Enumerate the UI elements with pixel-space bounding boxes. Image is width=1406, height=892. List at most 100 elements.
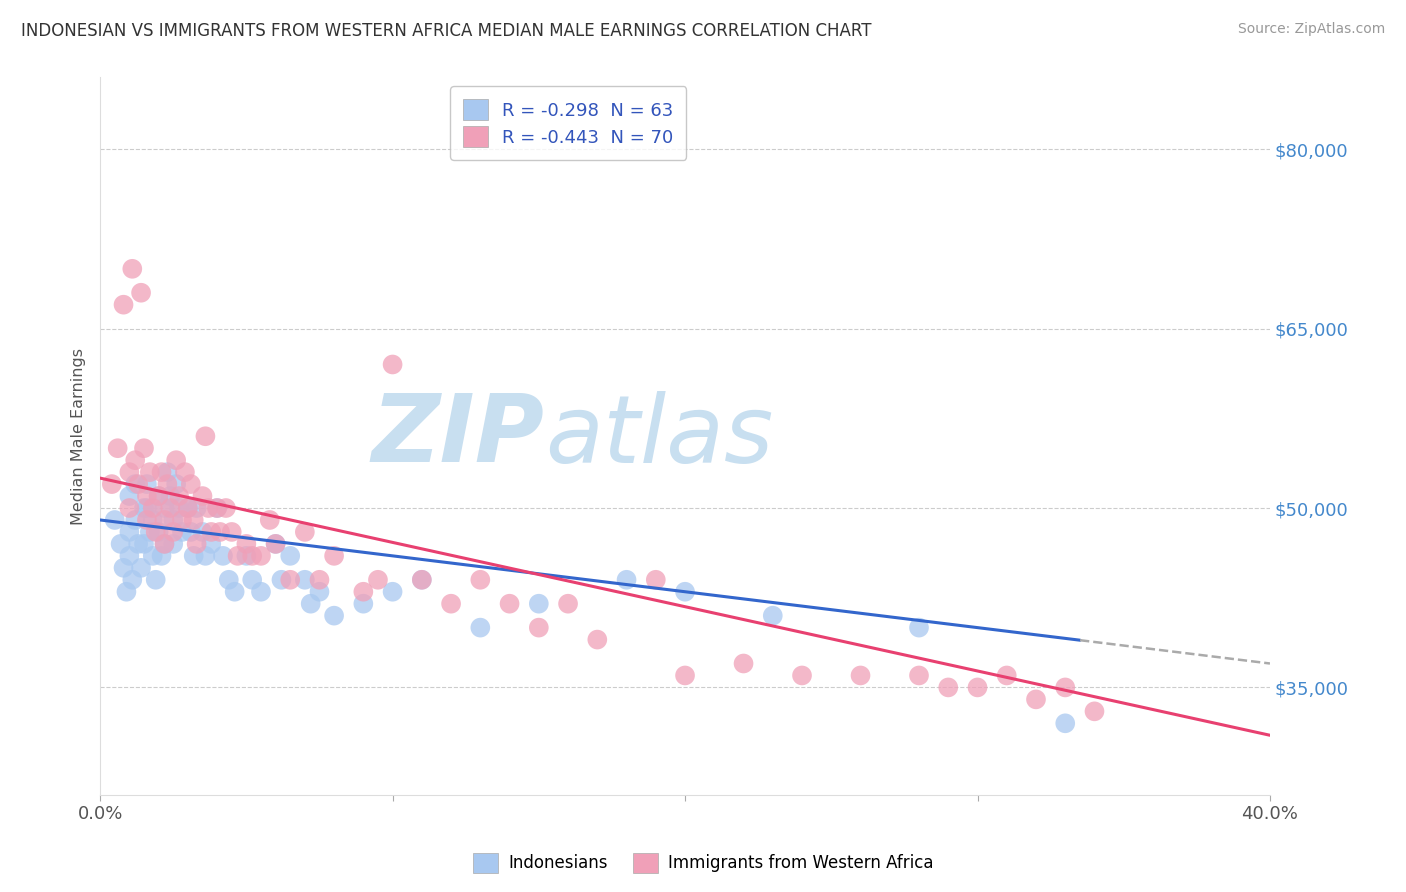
Point	[177, 501, 200, 516]
Point	[381, 358, 404, 372]
Point	[224, 584, 246, 599]
Point	[259, 513, 281, 527]
Point	[208, 524, 231, 539]
Point	[352, 584, 374, 599]
Point	[849, 668, 872, 682]
Point	[250, 549, 273, 563]
Point	[221, 524, 243, 539]
Point	[107, 441, 129, 455]
Point	[162, 513, 184, 527]
Point	[118, 465, 141, 479]
Point	[139, 465, 162, 479]
Point	[167, 501, 190, 516]
Point	[142, 513, 165, 527]
Text: Source: ZipAtlas.com: Source: ZipAtlas.com	[1237, 22, 1385, 37]
Point	[644, 573, 666, 587]
Point	[194, 429, 217, 443]
Point	[294, 573, 316, 587]
Point	[132, 441, 155, 455]
Point	[112, 561, 135, 575]
Point	[135, 513, 157, 527]
Point	[121, 261, 143, 276]
Point	[148, 524, 170, 539]
Point	[194, 549, 217, 563]
Point	[124, 477, 146, 491]
Point	[367, 573, 389, 587]
Y-axis label: Median Male Earnings: Median Male Earnings	[72, 348, 86, 524]
Point	[527, 597, 550, 611]
Point	[1054, 716, 1077, 731]
Point	[908, 668, 931, 682]
Point	[180, 524, 202, 539]
Point	[790, 668, 813, 682]
Point	[215, 501, 238, 516]
Point	[1054, 681, 1077, 695]
Point	[129, 285, 152, 300]
Point	[118, 549, 141, 563]
Point	[411, 573, 433, 587]
Point	[299, 597, 322, 611]
Point	[205, 501, 228, 516]
Point	[153, 501, 176, 516]
Point	[200, 524, 222, 539]
Point	[145, 524, 167, 539]
Point	[142, 549, 165, 563]
Point	[150, 549, 173, 563]
Point	[177, 501, 200, 516]
Point	[165, 453, 187, 467]
Point	[557, 597, 579, 611]
Point	[170, 513, 193, 527]
Point	[104, 513, 127, 527]
Point	[616, 573, 638, 587]
Point	[135, 477, 157, 491]
Point	[170, 524, 193, 539]
Point	[174, 465, 197, 479]
Text: ZIP: ZIP	[371, 391, 544, 483]
Point	[240, 573, 263, 587]
Point	[200, 537, 222, 551]
Point	[278, 573, 301, 587]
Point	[121, 573, 143, 587]
Point	[308, 573, 330, 587]
Text: atlas: atlas	[544, 391, 773, 482]
Point	[264, 537, 287, 551]
Point	[908, 621, 931, 635]
Point	[191, 524, 214, 539]
Point	[153, 537, 176, 551]
Legend: Indonesians, Immigrants from Western Africa: Indonesians, Immigrants from Western Afr…	[467, 847, 939, 880]
Point	[156, 477, 179, 491]
Point	[278, 549, 301, 563]
Point	[527, 621, 550, 635]
Point	[142, 501, 165, 516]
Point	[191, 489, 214, 503]
Point	[183, 513, 205, 527]
Point	[145, 573, 167, 587]
Point	[150, 465, 173, 479]
Point	[270, 573, 292, 587]
Point	[1083, 704, 1105, 718]
Point	[165, 477, 187, 491]
Point	[205, 501, 228, 516]
Point	[132, 537, 155, 551]
Point	[183, 549, 205, 563]
Point	[966, 681, 988, 695]
Point	[124, 513, 146, 527]
Point	[135, 489, 157, 503]
Point	[139, 524, 162, 539]
Point	[135, 501, 157, 516]
Point	[1025, 692, 1047, 706]
Point	[498, 597, 520, 611]
Point	[733, 657, 755, 671]
Point	[118, 501, 141, 516]
Point	[112, 298, 135, 312]
Point	[218, 573, 240, 587]
Point	[153, 537, 176, 551]
Point	[159, 501, 181, 516]
Point	[762, 608, 785, 623]
Point	[995, 668, 1018, 682]
Point	[197, 501, 219, 516]
Point	[352, 597, 374, 611]
Point	[308, 584, 330, 599]
Point	[240, 549, 263, 563]
Point	[936, 681, 959, 695]
